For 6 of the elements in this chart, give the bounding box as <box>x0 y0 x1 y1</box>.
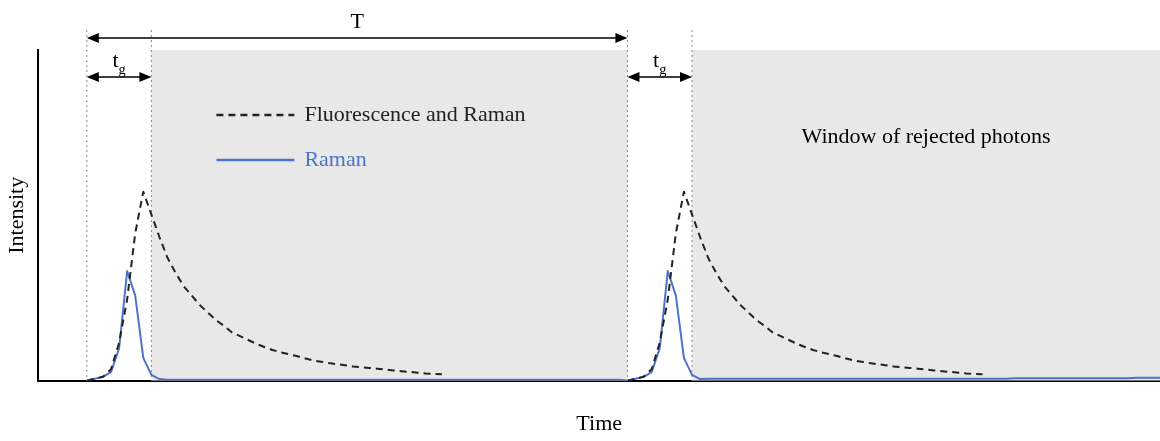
y-axis-title: Intensity <box>2 176 28 254</box>
x-axis-title: Time <box>576 409 623 435</box>
text: T <box>350 8 365 33</box>
text: Window of rejected photons <box>801 123 1051 148</box>
legend-label: Fluorescence and Raman <box>304 100 526 126</box>
legend-label: Raman <box>304 145 367 171</box>
